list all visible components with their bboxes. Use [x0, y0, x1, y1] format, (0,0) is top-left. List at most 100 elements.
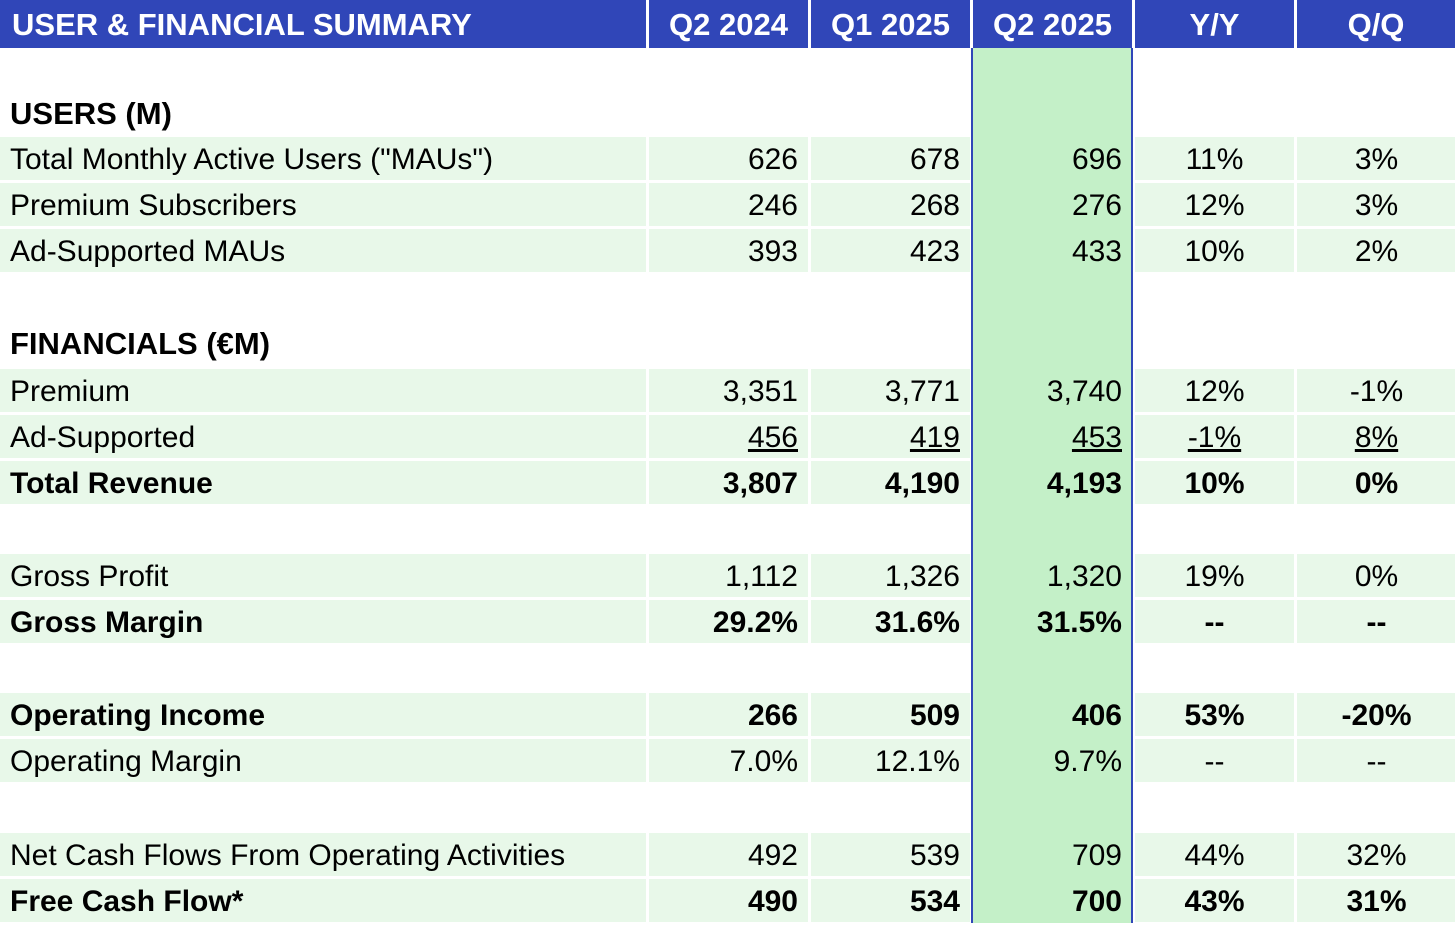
- col-header: Q2 2025: [970, 0, 1132, 48]
- row-label: Gross Profit: [0, 554, 646, 597]
- value-text: 44%: [1184, 839, 1245, 872]
- row-value: --: [1135, 600, 1294, 643]
- row-value: 1,320: [973, 554, 1132, 597]
- table-row: Net Cash Flows From Operating Activities…: [0, 833, 1455, 876]
- row-value: 4,190: [811, 461, 970, 504]
- row-value: 3,771: [811, 369, 970, 412]
- value-text: 10%: [1184, 235, 1245, 268]
- col-header: Q1 2025: [808, 0, 970, 48]
- current-quarter-highlight: [971, 48, 1133, 923]
- row-label: Operating Margin: [0, 739, 646, 782]
- row-label: Total Monthly Active Users ("MAUs"): [0, 137, 646, 180]
- value-text: 433: [1071, 235, 1122, 268]
- row-value: 3,351: [649, 369, 808, 412]
- row-value: 246: [649, 183, 808, 226]
- value-text: 3,807: [722, 467, 798, 500]
- section-users: USERS (M): [10, 96, 172, 131]
- row-value: 2%: [1297, 229, 1455, 272]
- row-value: 9.7%: [973, 739, 1132, 782]
- value-text: 266: [747, 699, 798, 732]
- row-value: --: [1297, 600, 1455, 643]
- row-value: 4,193: [973, 461, 1132, 504]
- value-text: 12%: [1184, 189, 1245, 222]
- value-text: 43%: [1184, 885, 1245, 918]
- row-value: -1%: [1135, 415, 1294, 458]
- row-label: Total Revenue: [0, 461, 646, 504]
- value-text: 31%: [1346, 885, 1407, 918]
- row-value: -20%: [1297, 693, 1455, 736]
- value-text: 700: [1071, 885, 1122, 918]
- value-text: 31.6%: [874, 606, 960, 639]
- row-label: Free Cash Flow*: [0, 879, 646, 922]
- value-text: 453: [1071, 421, 1122, 454]
- value-text: 2%: [1354, 235, 1399, 268]
- value-text: 12%: [1184, 375, 1245, 408]
- value-text: -20%: [1341, 699, 1412, 732]
- row-value: 43%: [1135, 879, 1294, 922]
- value-text: 696: [1071, 143, 1122, 176]
- row-value: 10%: [1135, 229, 1294, 272]
- row-value: 534: [811, 879, 970, 922]
- row-value: -1%: [1297, 369, 1455, 412]
- row-value: 0%: [1297, 461, 1455, 504]
- value-text: 1,320: [1046, 560, 1122, 593]
- row-value: 276: [973, 183, 1132, 226]
- value-text: 53%: [1184, 699, 1245, 732]
- row-label: Gross Margin: [0, 600, 646, 643]
- value-text: 3,740: [1046, 375, 1122, 408]
- row-value: 433: [973, 229, 1132, 272]
- row-value: 696: [973, 137, 1132, 180]
- row-value: 1,112: [649, 554, 808, 597]
- table-row: Operating Margin 7.0% 12.1% 9.7% -- --: [0, 739, 1455, 782]
- value-text: 32%: [1346, 839, 1407, 872]
- row-value: 406: [973, 693, 1132, 736]
- row-value: 3%: [1297, 183, 1455, 226]
- value-text: 539: [909, 839, 960, 872]
- table-row: Ad-Supported 456 419 453 -1% 8%: [0, 415, 1455, 458]
- value-text: 246: [747, 189, 798, 222]
- value-text: --: [1204, 745, 1225, 778]
- value-text: 1,326: [884, 560, 960, 593]
- row-value: 31.5%: [973, 600, 1132, 643]
- row-value: 509: [811, 693, 970, 736]
- row-label: Ad-Supported MAUs: [0, 229, 646, 272]
- value-text: 456: [747, 421, 798, 454]
- row-value: 709: [973, 833, 1132, 876]
- table-row: Free Cash Flow* 490 534 700 43% 31%: [0, 879, 1455, 922]
- col-header: Y/Y: [1132, 0, 1294, 48]
- table-row: Operating Income 266 509 406 53% -20%: [0, 693, 1455, 736]
- row-value: 29.2%: [649, 600, 808, 643]
- row-value: 12%: [1135, 183, 1294, 226]
- value-text: -1%: [1349, 375, 1404, 408]
- row-value: 3,807: [649, 461, 808, 504]
- row-value: 12.1%: [811, 739, 970, 782]
- value-text: --: [1366, 606, 1387, 639]
- row-value: 7.0%: [649, 739, 808, 782]
- row-value: 268: [811, 183, 970, 226]
- col-header: Q2 2024: [646, 0, 808, 48]
- row-value: 456: [649, 415, 808, 458]
- row-label: Net Cash Flows From Operating Activities: [0, 833, 646, 876]
- row-value: 539: [811, 833, 970, 876]
- value-text: 19%: [1184, 560, 1245, 593]
- value-text: 31.5%: [1036, 606, 1122, 639]
- value-text: 509: [909, 699, 960, 732]
- row-value: 19%: [1135, 554, 1294, 597]
- value-text: 3,771: [884, 375, 960, 408]
- table-row: Gross Margin 29.2% 31.6% 31.5% -- --: [0, 600, 1455, 643]
- row-value: 11%: [1135, 137, 1294, 180]
- row-value: 393: [649, 229, 808, 272]
- value-text: 0%: [1354, 467, 1399, 500]
- row-label: Ad-Supported: [0, 415, 646, 458]
- row-value: 3%: [1297, 137, 1455, 180]
- row-value: 419: [811, 415, 970, 458]
- value-text: 393: [747, 235, 798, 268]
- value-text: 534: [909, 885, 960, 918]
- value-text: 492: [747, 839, 798, 872]
- value-text: 3%: [1354, 143, 1399, 176]
- row-value: 44%: [1135, 833, 1294, 876]
- value-text: 276: [1071, 189, 1122, 222]
- value-text: 10%: [1184, 467, 1245, 500]
- value-text: 423: [909, 235, 960, 268]
- value-text: --: [1204, 606, 1225, 639]
